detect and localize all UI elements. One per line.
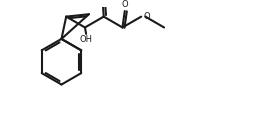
Text: O: O <box>122 0 129 9</box>
Text: O: O <box>144 12 151 21</box>
Text: OH: OH <box>80 35 92 44</box>
